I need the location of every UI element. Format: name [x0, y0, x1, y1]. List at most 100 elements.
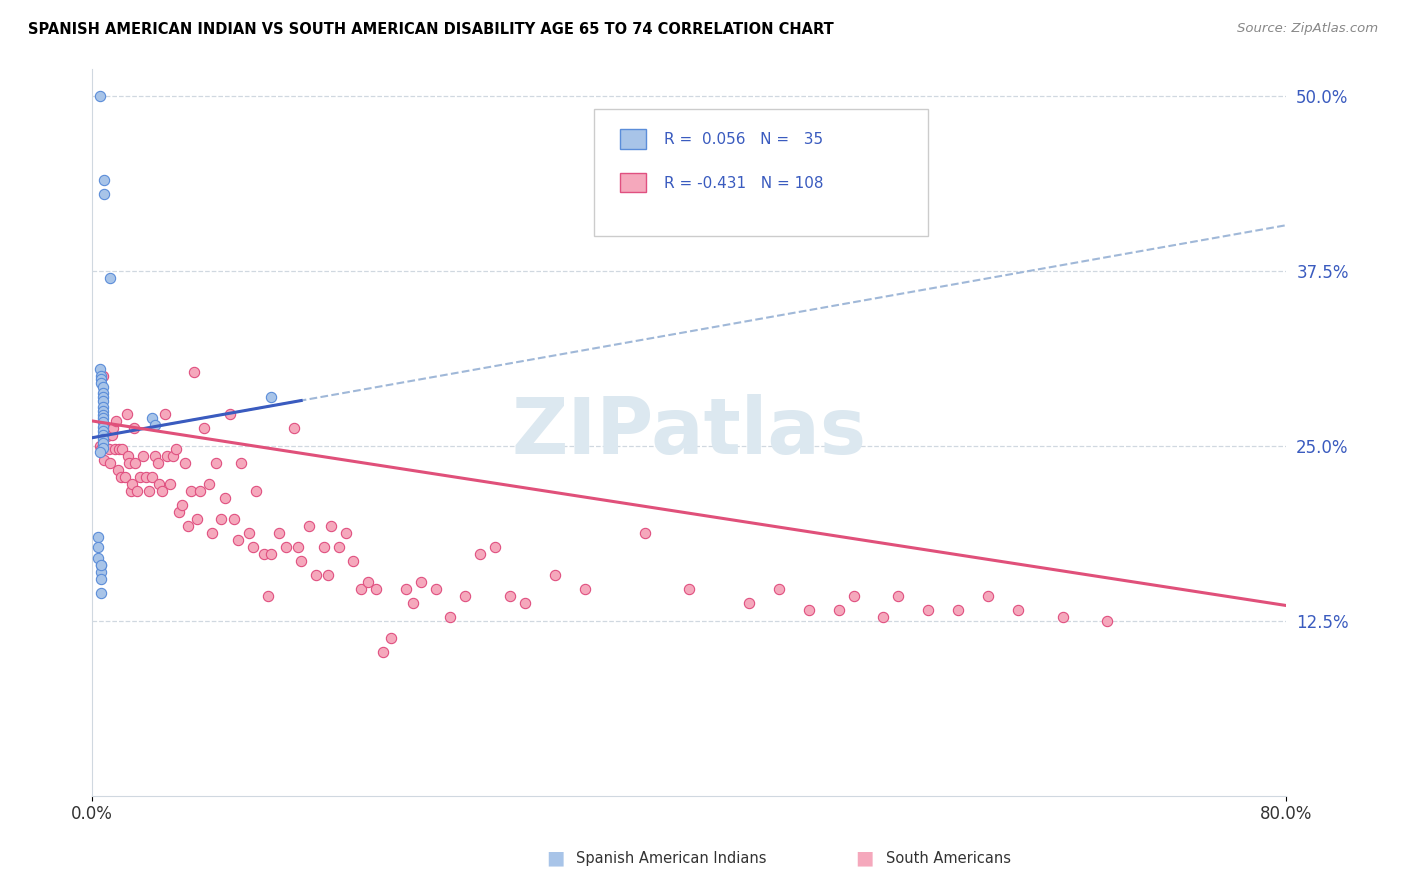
Point	[110, 470, 132, 484]
Text: Source: ZipAtlas.com: Source: ZipAtlas.com	[1237, 22, 1378, 36]
Point	[94, 422, 117, 436]
Point	[214, 491, 236, 505]
Point	[91, 411, 114, 425]
Point	[90, 586, 112, 600]
Text: SPANISH AMERICAN INDIAN VS SOUTH AMERICAN DISABILITY AGE 65 TO 74 CORRELATION CH: SPANISH AMERICAN INDIAN VS SOUTH AMERICA…	[28, 22, 834, 37]
Point	[409, 574, 432, 589]
Point	[222, 512, 245, 526]
Point	[159, 476, 181, 491]
Point	[146, 456, 169, 470]
Text: ■: ■	[855, 848, 875, 868]
Point	[364, 582, 387, 596]
Point	[90, 565, 112, 579]
Point	[328, 540, 350, 554]
Point	[91, 441, 114, 455]
Point	[150, 483, 173, 498]
Point	[115, 407, 138, 421]
Point	[98, 456, 121, 470]
Point	[357, 574, 380, 589]
Point	[470, 547, 492, 561]
Point	[165, 442, 187, 456]
Point	[89, 444, 111, 458]
Point	[121, 476, 143, 491]
Text: R = -0.431   N = 108: R = -0.431 N = 108	[664, 176, 824, 191]
Point	[87, 540, 110, 554]
Point	[177, 519, 200, 533]
Point	[162, 449, 184, 463]
Point	[91, 380, 114, 394]
Point	[132, 449, 155, 463]
Point	[91, 400, 114, 414]
Point	[1097, 614, 1119, 628]
Point	[138, 483, 160, 498]
Bar	[620, 128, 647, 148]
Point	[91, 394, 114, 409]
Text: ■: ■	[546, 848, 565, 868]
Point	[678, 582, 700, 596]
Point	[267, 525, 290, 540]
Point	[260, 390, 283, 404]
Point	[183, 365, 205, 379]
Point	[180, 483, 202, 498]
Point	[946, 603, 969, 617]
Point	[917, 603, 939, 617]
Point	[120, 483, 142, 498]
Point	[103, 442, 125, 456]
Point	[89, 439, 111, 453]
Point	[201, 525, 224, 540]
Point	[141, 411, 163, 425]
Point	[238, 525, 260, 540]
Point	[218, 407, 240, 421]
Point	[287, 540, 309, 554]
Point	[143, 418, 166, 433]
Point	[228, 533, 250, 547]
Point	[439, 609, 461, 624]
Point	[91, 436, 114, 450]
Text: ZIPatlas: ZIPatlas	[512, 394, 868, 470]
Point	[87, 551, 110, 566]
Point	[209, 512, 232, 526]
Point	[91, 404, 114, 418]
Point	[290, 554, 312, 568]
Point	[373, 645, 395, 659]
Point	[111, 442, 134, 456]
Point	[90, 572, 112, 586]
Point	[197, 476, 219, 491]
FancyBboxPatch shape	[593, 109, 928, 235]
Point	[105, 414, 128, 428]
Point	[90, 558, 112, 572]
Point	[513, 596, 536, 610]
Point	[380, 631, 402, 645]
Point	[124, 456, 146, 470]
Point	[96, 429, 118, 443]
Point	[298, 519, 321, 533]
Point	[319, 519, 342, 533]
Point	[827, 603, 849, 617]
Point	[977, 589, 1000, 603]
Point	[91, 419, 114, 434]
Point	[350, 582, 373, 596]
Point	[253, 547, 276, 561]
Point	[125, 483, 148, 498]
Point	[108, 442, 131, 456]
Point	[276, 540, 298, 554]
Point	[205, 456, 228, 470]
Point	[454, 589, 477, 603]
Point	[93, 187, 115, 202]
Point	[93, 453, 115, 467]
Point	[89, 89, 111, 103]
Point	[395, 582, 418, 596]
Point	[141, 470, 163, 484]
Point	[97, 442, 120, 456]
Point	[143, 449, 166, 463]
Point	[114, 470, 136, 484]
Point	[335, 525, 357, 540]
Point	[90, 442, 112, 456]
Point	[193, 421, 215, 435]
Point	[91, 390, 114, 404]
Point	[129, 470, 152, 484]
Point	[91, 424, 114, 438]
Point	[342, 554, 364, 568]
Point	[118, 456, 141, 470]
Point	[90, 372, 112, 386]
